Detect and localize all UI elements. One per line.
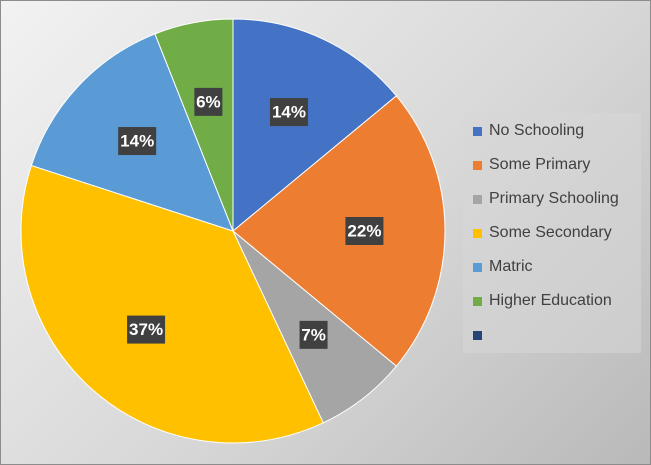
legend-swatch-1 — [473, 126, 482, 136]
legend-label-3: Primary Schooling — [489, 190, 619, 207]
legend-label-4: Some Secondary — [489, 224, 612, 241]
data-label-box-1 — [269, 98, 308, 127]
data-label-text-4: 37% — [129, 320, 163, 339]
pie-slice-2 — [232, 95, 446, 367]
legend-label-6: Higher Education — [489, 292, 612, 309]
legend-item-6: Higher Education — [473, 291, 612, 311]
data-label-text-3: 7% — [301, 325, 326, 344]
pie-slice-1 — [232, 18, 398, 233]
legend-item-2: Some Primary — [473, 155, 590, 175]
data-label-text-2: 22% — [347, 222, 381, 241]
data-label-6: 6% — [194, 87, 223, 116]
legend: No Schooling Some Primary Primary Schoolin… — [463, 113, 641, 353]
legend-swatch-4 — [473, 228, 482, 238]
legend-item-5: Matric — [473, 257, 533, 277]
data-label-5: 14% — [118, 127, 157, 156]
pie-slice-6 — [154, 18, 234, 232]
data-label-box-5 — [118, 127, 157, 156]
legend-item-1: No Schooling — [473, 121, 584, 141]
data-label-3: 7% — [299, 320, 328, 349]
pie-data-labels: 14% 22% 7% 37% 14% 6% — [118, 87, 384, 349]
data-label-box-6 — [194, 87, 223, 116]
legend-swatch-3 — [473, 194, 482, 204]
legend-swatch-2 — [473, 160, 482, 170]
legend-label-5: Matric — [489, 258, 533, 275]
legend-label-2: Some Primary — [489, 156, 591, 173]
legend-item-4: Some Secondary — [473, 223, 612, 243]
legend-item-7 — [473, 325, 489, 345]
legend-item-3: Primary Schooling — [473, 189, 619, 209]
legend-label-1: No Schooling — [489, 122, 585, 139]
data-label-text-1: 14% — [272, 103, 306, 122]
data-label-1: 14% — [269, 98, 308, 127]
data-label-4: 37% — [127, 315, 166, 344]
data-label-2: 22% — [345, 217, 384, 245]
data-label-box-4 — [127, 315, 166, 344]
legend-swatch-7 — [473, 330, 482, 340]
data-label-text-5: 14% — [120, 132, 154, 151]
legend-swatch-5 — [473, 262, 482, 272]
data-label-text-6: 6% — [196, 92, 221, 111]
legend-swatch-6 — [473, 296, 482, 306]
data-label-box-3 — [299, 320, 328, 349]
pie-slice-4 — [20, 164, 324, 444]
data-label-box-2 — [345, 217, 384, 245]
